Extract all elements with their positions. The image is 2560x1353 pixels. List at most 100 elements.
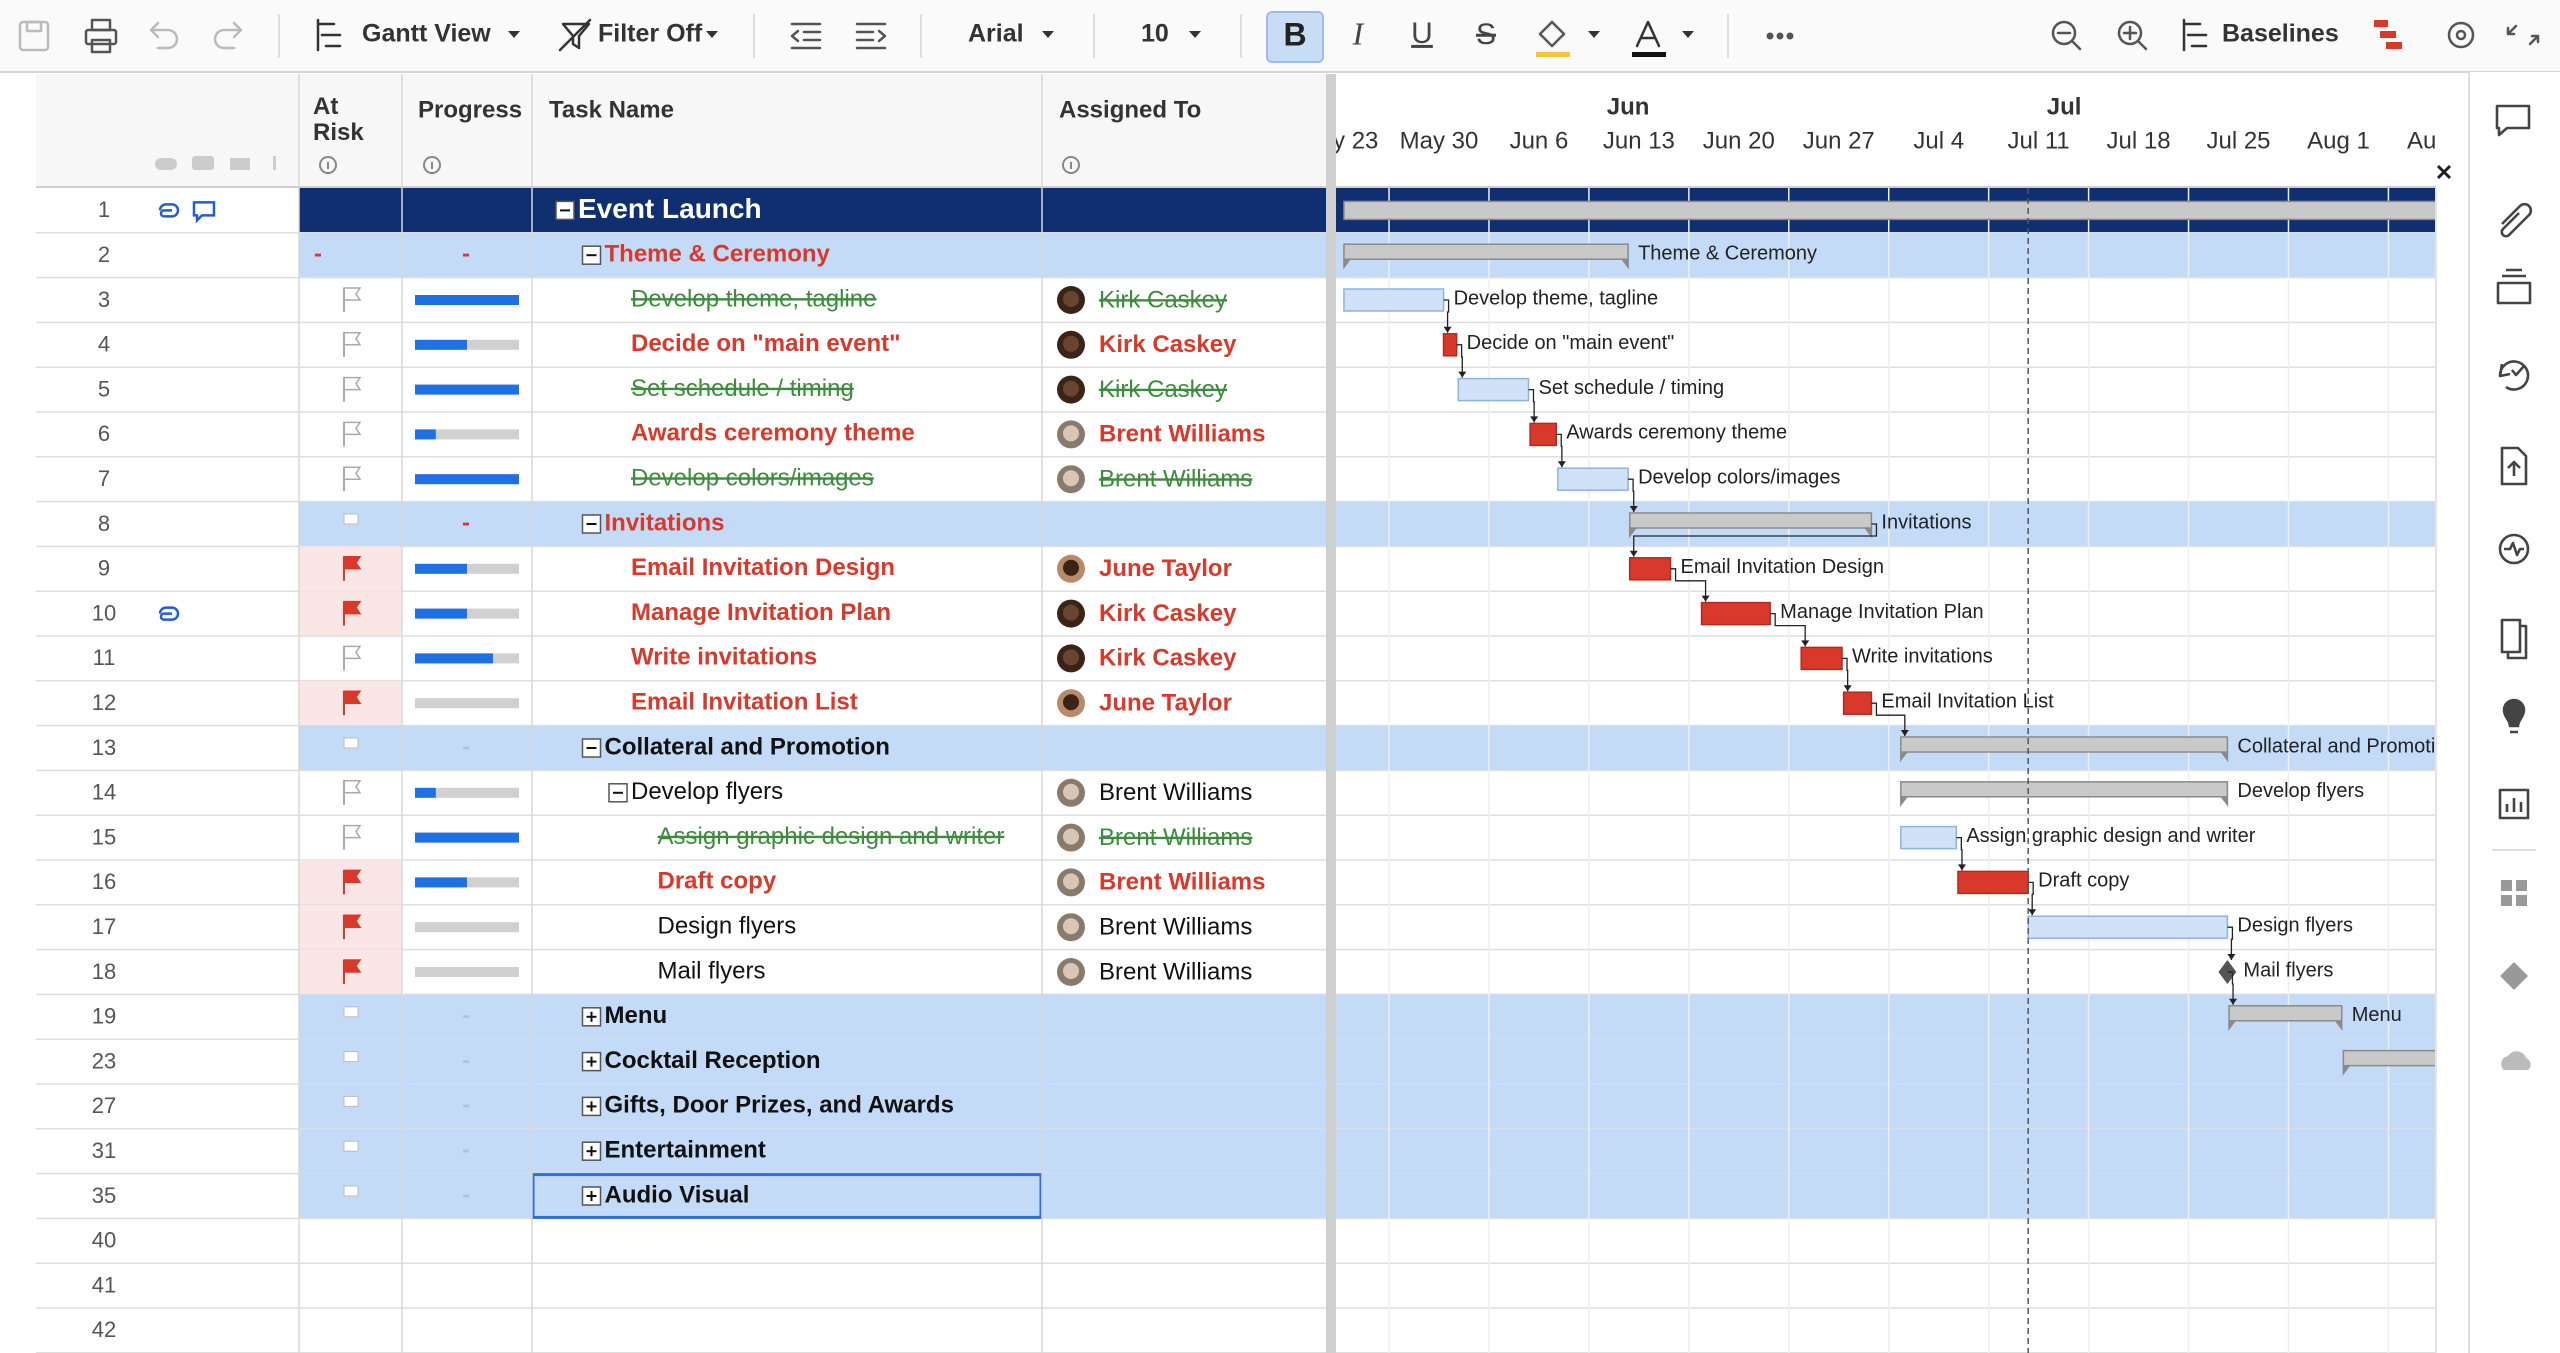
task-bar (1442, 333, 1458, 357)
grid-header (36, 74, 1326, 186)
task-name: Menu (605, 1002, 668, 1029)
dependency-line (1871, 702, 1906, 736)
dependency-line (1556, 433, 1563, 468)
progress-bar (415, 653, 493, 664)
view-icon[interactable] (316, 18, 342, 52)
flag (343, 869, 362, 884)
baselines-icon[interactable] (2182, 18, 2208, 52)
row-number: 3 (98, 287, 110, 312)
zoom-out-button[interactable] (2051, 20, 2082, 51)
fill-color-button[interactable] (1536, 20, 1600, 57)
avatar-face (1063, 291, 1079, 307)
undo-button[interactable] (149, 21, 179, 50)
progress-bar (415, 429, 436, 440)
week-label: May 30 (1400, 127, 1479, 154)
week-label: Jul 11 (2008, 127, 2070, 154)
connectors-icon[interactable] (2500, 962, 2528, 990)
progress-text: - (462, 1002, 470, 1029)
flag (343, 600, 362, 615)
activity-icon[interactable] (2498, 533, 2530, 565)
week-label: Aug 8 (2407, 127, 2470, 154)
close-gantt[interactable] (2436, 164, 2452, 180)
row-number: 13 (92, 735, 116, 760)
update-requests-icon[interactable] (2498, 360, 2530, 391)
critical-path-button[interactable] (2374, 20, 2402, 49)
dependency-line (1770, 612, 1806, 647)
dependency-arrow (2028, 909, 2037, 916)
week-label: Aug 1 (2307, 127, 2370, 154)
settings-button[interactable] (2447, 21, 2475, 49)
attachment-icon (158, 606, 180, 621)
dependency-arrow (1629, 506, 1638, 512)
comments-icon[interactable] (2495, 104, 2531, 137)
progress-text: - (462, 241, 470, 268)
baselines-button[interactable]: Baselines (2222, 20, 2339, 48)
row-number: 40 (92, 1228, 116, 1253)
task-name: Write invitations (631, 644, 817, 671)
summary-bar (1343, 200, 2436, 221)
collapse-button[interactable] (2506, 24, 2540, 46)
bold-button[interactable]: B (1283, 16, 1306, 52)
font-size-menu[interactable]: 10 (1141, 20, 1169, 48)
save-button[interactable] (18, 20, 50, 52)
view-menu[interactable]: Gantt View (362, 20, 491, 48)
dependency-line (2028, 881, 2034, 916)
row-number: 19 (92, 1004, 116, 1029)
filter-icon[interactable] (558, 18, 592, 52)
font-menu[interactable]: Arial (968, 20, 1024, 48)
redo-button[interactable] (213, 21, 243, 50)
dependency-arrow (1701, 595, 1710, 602)
row-number: 35 (92, 1183, 116, 1208)
dependency-line (1670, 568, 1707, 602)
flag (343, 690, 362, 704)
filter-menu[interactable]: Filter Off (598, 20, 703, 48)
assigned-to: Kirk Caskey (1099, 331, 1237, 358)
attachment-icon (158, 203, 180, 218)
row-number: 23 (92, 1048, 116, 1073)
proofs-icon[interactable] (2496, 268, 2532, 305)
bar-label: Email Invitation List (1881, 690, 2054, 712)
strikethrough-button[interactable]: S (1476, 18, 1496, 51)
avatar-face (1063, 380, 1079, 397)
print-button[interactable] (84, 18, 118, 54)
cloud-icon[interactable] (2501, 1051, 2531, 1070)
text-color-button[interactable] (1632, 20, 1694, 57)
bar-label: Email Invitation Design (1681, 556, 1884, 578)
assigned-to: June Taylor (1099, 690, 1232, 717)
italic-button[interactable]: I (1352, 15, 1365, 51)
progress-text: - (462, 1092, 470, 1119)
week-label: Jun 13 (1603, 127, 1675, 154)
more-button[interactable] (1766, 32, 1794, 40)
header-icons (155, 156, 276, 170)
outdent-button[interactable] (790, 22, 822, 50)
insights-icon[interactable] (2502, 698, 2526, 734)
at-risk-box (343, 1051, 359, 1063)
bar-label: Theme & Ceremony (1638, 242, 1817, 264)
apps-icon[interactable] (2501, 880, 2527, 906)
assigned-to: Brent Williams (1099, 958, 1252, 985)
task-name: Invitations (605, 509, 725, 536)
at-risk-box (343, 737, 359, 749)
progress-track (415, 787, 519, 798)
summary-ends (1900, 751, 2229, 763)
row-number: 11 (93, 645, 116, 670)
progress-bar (415, 563, 467, 574)
indent-button[interactable] (855, 22, 887, 50)
week-label: Jul 25 (2206, 127, 2270, 154)
attachments-icon[interactable] (2500, 202, 2533, 238)
week-label: Jun 27 (1803, 127, 1875, 154)
task-bar (1457, 377, 1530, 402)
summary-icon[interactable] (2500, 618, 2528, 660)
assigned-to: Brent Williams (1099, 869, 1266, 896)
underline-button[interactable]: U (1411, 17, 1433, 50)
split-divider[interactable] (1326, 74, 1336, 1353)
zoom-in-button[interactable] (2117, 20, 2148, 51)
avatar-face (1063, 873, 1079, 890)
task-name: Assign graphic design and writer (658, 823, 1005, 850)
task-name: Develop theme, tagline (631, 285, 876, 312)
publish-icon[interactable] (2500, 446, 2528, 486)
reports-icon[interactable] (2498, 788, 2530, 820)
bar-label: Invitations (1881, 511, 1971, 533)
dependency-arrow (1530, 416, 1539, 423)
row-number: 17 (92, 914, 116, 939)
